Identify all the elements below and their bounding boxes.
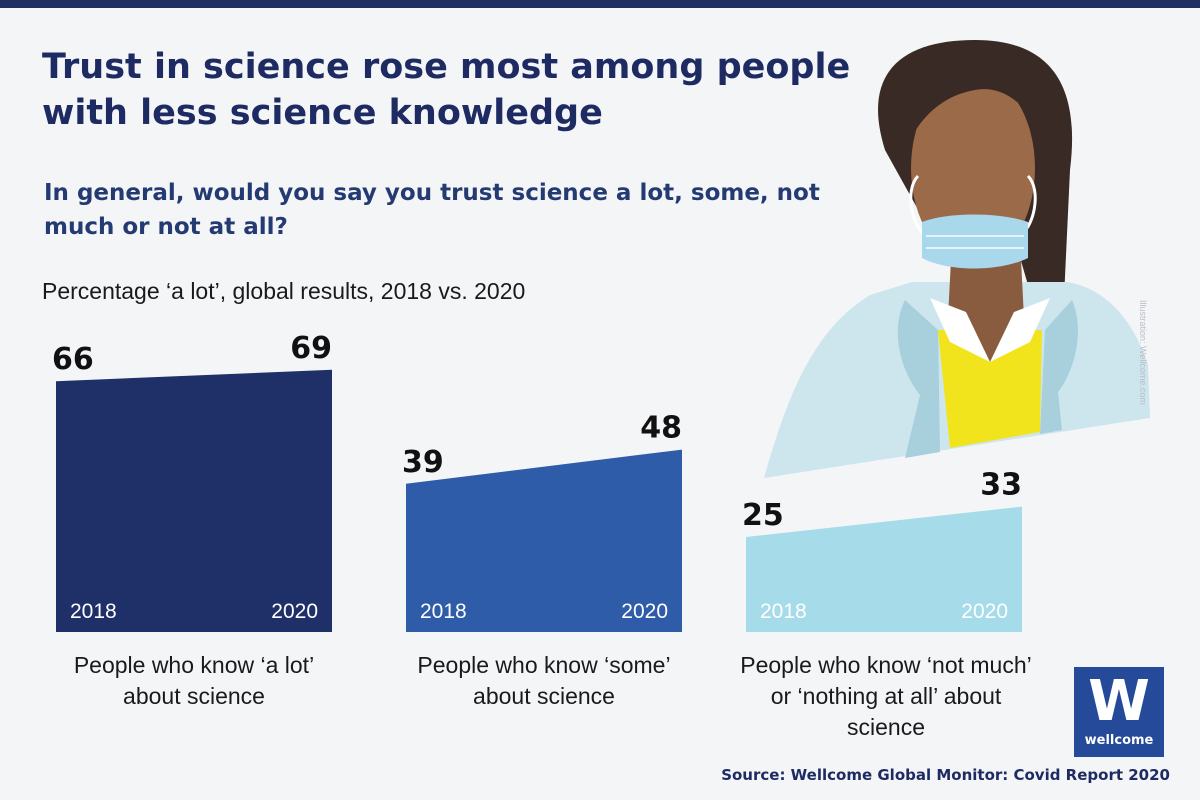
year-label-not-much-2018: 2018 <box>760 600 807 623</box>
logo-wordmark: wellcome <box>1084 733 1154 748</box>
year-label-some-2020: 2020 <box>621 600 668 623</box>
shirt-shape <box>938 330 1042 448</box>
category-label-some: People who know ‘some’ about science <box>417 652 671 709</box>
value-label-not-much-2018: 25 <box>742 498 784 533</box>
source-note: Source: Wellcome Global Monitor: Covid R… <box>721 766 1170 784</box>
category-label-not-much: People who know ‘not much’ or ‘nothing a… <box>740 652 1032 740</box>
coat-shadow-shape <box>897 300 1078 458</box>
year-label-a-lot-2018: 2018 <box>70 600 117 623</box>
chart-subtitle: Percentage ‘a lot’, global results, 2018… <box>42 278 526 304</box>
value-label-some-2020: 48 <box>640 411 682 446</box>
value-label-some-2018: 39 <box>402 445 444 480</box>
year-label-a-lot-2020: 2020 <box>271 600 318 623</box>
page-title: Trust in science rose most among people … <box>42 47 851 133</box>
mask-shape <box>922 214 1028 269</box>
value-label-not-much-2020: 33 <box>980 468 1022 503</box>
category-label-a-lot: People who know ‘a lot’ about science <box>73 652 315 709</box>
wellcome-logo: W wellcome <box>1074 667 1164 757</box>
year-label-some-2018: 2018 <box>420 600 467 623</box>
year-label-not-much-2020: 2020 <box>961 600 1008 623</box>
illustration-credit: Illustration: Wellcome.com <box>1138 300 1148 405</box>
area-panel-not-much <box>746 506 1022 632</box>
scientist-illustration <box>764 40 1150 478</box>
mask-pleats <box>926 235 1024 249</box>
area-panel-some <box>406 449 682 632</box>
top-bar <box>0 0 1200 8</box>
logo-letter: W <box>1088 669 1150 734</box>
value-label-a-lot-2020: 69 <box>290 331 332 366</box>
area-panel-a-lot <box>56 369 332 632</box>
value-label-a-lot-2018: 66 <box>52 342 94 377</box>
survey-question: In general, would you say you trust scie… <box>44 180 820 240</box>
face-shape <box>911 73 1035 263</box>
hair-top-shape <box>905 55 1046 150</box>
collar-shape <box>930 298 1050 362</box>
